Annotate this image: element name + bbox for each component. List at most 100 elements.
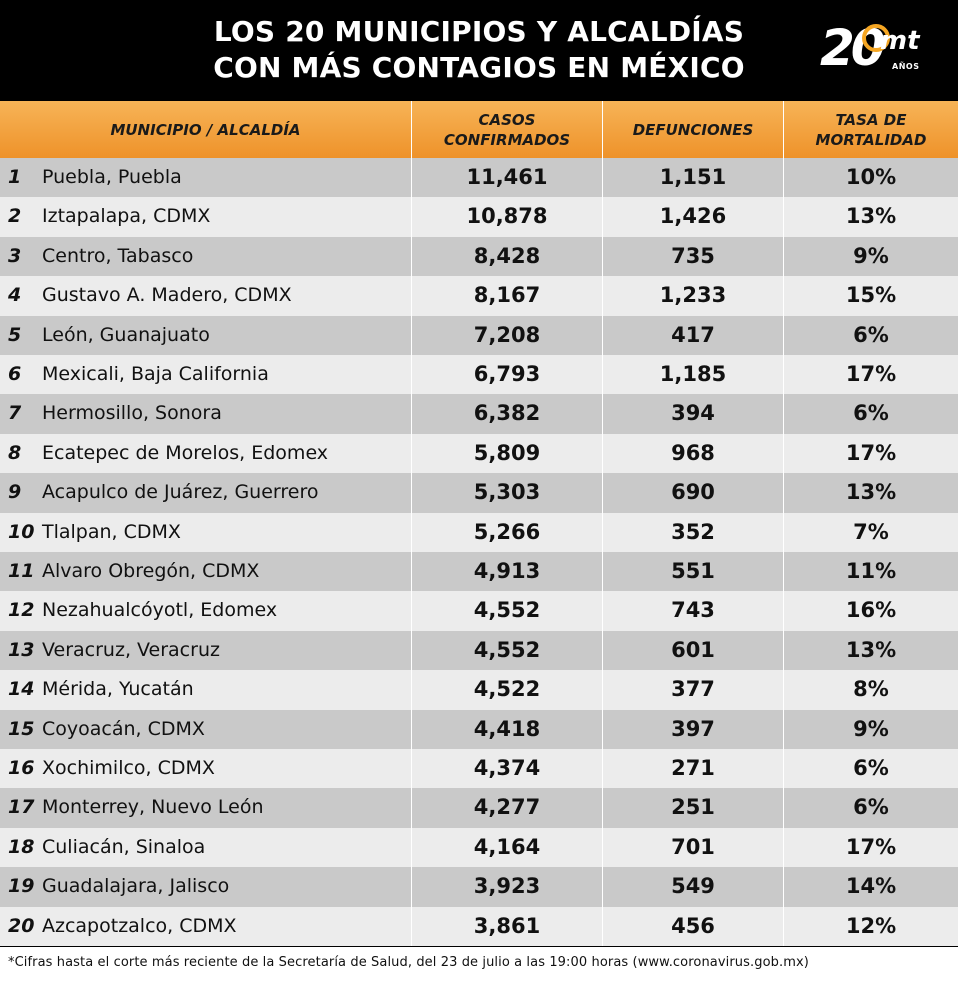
row-tasa: 6% [853, 401, 889, 426]
row-rank: 9 [8, 481, 22, 504]
row-rank: 12 [8, 599, 35, 622]
row-name: Iztapalapa, CDMX [42, 205, 211, 228]
row-defunciones: 397 [671, 716, 715, 741]
row-casos: 5,266 [473, 519, 541, 544]
column-header-defunciones: DEFUNCIONES [603, 101, 783, 158]
table-row: 14 Mérida, Yucatán 4,522 377 8% [0, 670, 958, 710]
row-tasa: 17% [845, 362, 897, 386]
row-name: Coyoacán, CDMX [42, 717, 205, 740]
row-tasa: 17% [845, 440, 897, 465]
table-row: 17 Monterrey, Nuevo León 4,277 251 6% [0, 788, 958, 828]
row-name: Azcapotzalco, CDMX [42, 914, 237, 937]
footnote: *Cifras hasta el corte más reciente de l… [8, 955, 809, 970]
table-row: 8 Ecatepec de Morelos, Edomex 5,809 968 17% [0, 433, 958, 474]
table-row: 20 Azcapotzalco, CDMX 3,861 456 12% [0, 906, 958, 947]
row-defunciones: 456 [671, 913, 715, 938]
row-defunciones: 1,151 [659, 165, 727, 189]
row-rank: 2 [8, 205, 22, 228]
row-defunciones: 735 [671, 243, 715, 268]
row-rank: 14 [8, 678, 35, 701]
row-defunciones: 690 [671, 480, 715, 505]
row-tasa: 17% [845, 834, 897, 859]
row-defunciones: 549 [671, 874, 715, 899]
row-name: Mexicali, Baja California [42, 363, 269, 385]
row-rank: 20 [8, 914, 35, 937]
table-row: 6 Mexicali, Baja California 6,793 1,185 17% [0, 355, 958, 395]
row-casos: 7,208 [473, 322, 541, 347]
row-rank: 4 [8, 284, 22, 307]
row-rank: 16 [8, 757, 35, 779]
table-row: 12 Nezahualcóyotl, Edomex 4,552 743 16% [0, 591, 958, 631]
row-name: Guadalajara, Jalisco [42, 875, 230, 898]
table-row: 3 Centro, Tabasco 8,428 735 9% [0, 236, 958, 277]
row-casos: 4,913 [473, 559, 541, 583]
row-name: Culiacán, Sinaloa [42, 835, 206, 858]
row-casos: 4,418 [473, 716, 541, 741]
row-casos: 5,809 [473, 440, 541, 465]
row-rank: 19 [8, 875, 35, 898]
row-name: Gustavo A. Madero, CDMX [42, 284, 292, 307]
column-divider [602, 101, 603, 946]
row-tasa: 15% [845, 283, 897, 308]
row-casos: 3,861 [473, 913, 541, 938]
row-tasa: 9% [853, 243, 889, 268]
row-name: Acapulco de Juárez, Guerrero [42, 481, 319, 504]
row-casos: 8,167 [473, 283, 541, 308]
row-name: Hermosillo, Sonora [42, 402, 222, 425]
row-rank: 8 [8, 441, 22, 464]
table-row: 18 Culiacán, Sinaloa 4,164 701 17% [0, 827, 958, 868]
logo-brand: mt [880, 26, 920, 56]
row-tasa: 11% [845, 559, 897, 583]
row-casos: 5,303 [473, 480, 541, 505]
row-defunciones: 352 [671, 519, 715, 544]
row-tasa: 7% [853, 519, 889, 544]
table-row: 7 Hermosillo, Sonora 6,382 394 6% [0, 394, 958, 434]
footer: *Cifras hasta el corte más reciente de l… [0, 946, 958, 981]
row-name: Ecatepec de Morelos, Edomex [42, 441, 329, 464]
table-row: 10 Tlalpan, CDMX 5,266 352 7% [0, 512, 958, 553]
row-defunciones: 1,426 [659, 204, 727, 229]
table-header: MUNICIPIO / ALCALDÍA CASOS CONFIRMADOS D… [0, 101, 958, 158]
row-casos: 4,374 [473, 756, 541, 780]
row-tasa: 16% [845, 598, 897, 623]
row-tasa: 13% [845, 480, 897, 505]
row-name: Mérida, Yucatán [42, 678, 194, 701]
row-name: León, Guanajuato [42, 323, 210, 346]
column-label-tasa-2: MORTALIDAD [815, 130, 927, 149]
table-row: 1 Puebla, Puebla 11,461 1,151 10% [0, 158, 958, 198]
page-title: LOS 20 MUNICIPIOS Y ALCALDÍAS CON MÁS CO… [0, 14, 958, 86]
table-row: 19 Guadalajara, Jalisco 3,923 549 14% [0, 867, 958, 907]
row-name: Monterrey, Nuevo León [42, 796, 264, 819]
row-defunciones: 743 [671, 598, 715, 623]
row-name: Centro, Tabasco [42, 244, 194, 267]
row-casos: 10,878 [466, 204, 548, 229]
row-tasa: 14% [845, 874, 897, 899]
column-divider [411, 101, 412, 946]
row-rank: 7 [8, 402, 22, 425]
table-row: 15 Coyoacán, CDMX 4,418 397 9% [0, 709, 958, 750]
row-defunciones: 417 [671, 322, 715, 347]
row-rank: 18 [8, 835, 35, 858]
row-defunciones: 968 [671, 440, 715, 465]
column-header-tasa: TASA DE MORTALIDAD [784, 101, 958, 158]
logo-ring-icon [862, 24, 890, 52]
row-defunciones: 1,185 [659, 362, 727, 386]
row-casos: 11,461 [466, 165, 548, 189]
title-line-1: LOS 20 MUNICIPIOS Y ALCALDÍAS [213, 15, 745, 48]
column-divider [783, 101, 784, 946]
row-defunciones: 271 [671, 756, 715, 780]
row-tasa: 6% [853, 756, 889, 780]
header: LOS 20 MUNICIPIOS Y ALCALDÍAS CON MÁS CO… [0, 0, 958, 101]
row-tasa: 9% [853, 716, 889, 741]
table-row: 9 Acapulco de Juárez, Guerrero 5,303 690 13% [0, 473, 958, 513]
row-tasa: 8% [853, 677, 889, 702]
row-casos: 6,382 [473, 401, 541, 426]
row-tasa: 6% [853, 795, 889, 820]
row-rank: 5 [8, 323, 22, 346]
row-casos: 8,428 [473, 243, 541, 268]
row-casos: 4,164 [473, 834, 541, 859]
row-defunciones: 701 [671, 834, 715, 859]
column-header-municipio: MUNICIPIO / ALCALDÍA [0, 101, 411, 158]
row-tasa: 10% [845, 165, 897, 189]
row-casos: 4,277 [473, 795, 541, 820]
